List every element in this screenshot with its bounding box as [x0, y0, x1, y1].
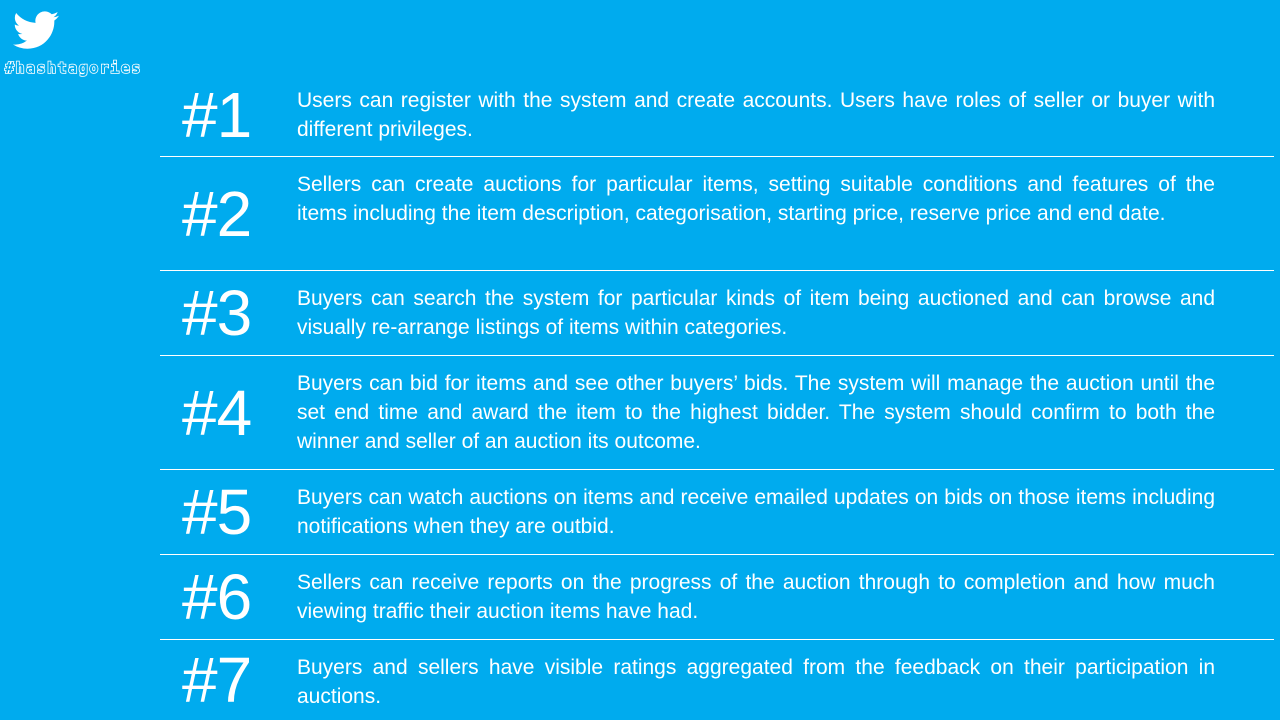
requirement-text: Buyers can bid for items and see other b… — [297, 372, 1215, 453]
brand-name: #hashtagories — [4, 58, 142, 78]
requirement-text: Sellers can receive reports on the progr… — [297, 571, 1215, 623]
requirement-text: Sellers can create auctions for particul… — [297, 173, 1215, 225]
requirement-row: #4 Buyers can bid for items and see othe… — [160, 356, 1274, 470]
requirement-row: #7 Buyers and sellers have visible ratin… — [160, 640, 1274, 720]
requirement-row: #1 Users can register with the system an… — [160, 73, 1274, 157]
requirement-number: #5 — [182, 476, 252, 548]
requirement-row: #2 Sellers can create auctions for parti… — [160, 157, 1274, 271]
brand-logo: #hashtagories — [0, 0, 170, 82]
requirement-text: Buyers can watch auctions on items and r… — [297, 486, 1215, 538]
requirement-number: #3 — [182, 277, 252, 349]
requirement-number: #1 — [182, 78, 252, 151]
requirement-text: Buyers and sellers have visible ratings … — [297, 656, 1215, 708]
requirement-number: #7 — [182, 644, 252, 716]
requirement-row: #3 Buyers can search the system for part… — [160, 271, 1274, 356]
requirement-text: Buyers can search the system for particu… — [297, 287, 1215, 339]
requirement-number: #6 — [182, 561, 252, 633]
requirements-list: #1 Users can register with the system an… — [160, 73, 1274, 720]
requirement-text: Users can register with the system and c… — [297, 89, 1215, 141]
requirement-row: #5 Buyers can watch auctions on items an… — [160, 470, 1274, 555]
requirement-number: #4 — [182, 376, 252, 449]
requirement-row: #6 Sellers can receive reports on the pr… — [160, 555, 1274, 640]
twitter-bird-icon — [13, 11, 59, 49]
requirement-number: #2 — [182, 177, 252, 250]
